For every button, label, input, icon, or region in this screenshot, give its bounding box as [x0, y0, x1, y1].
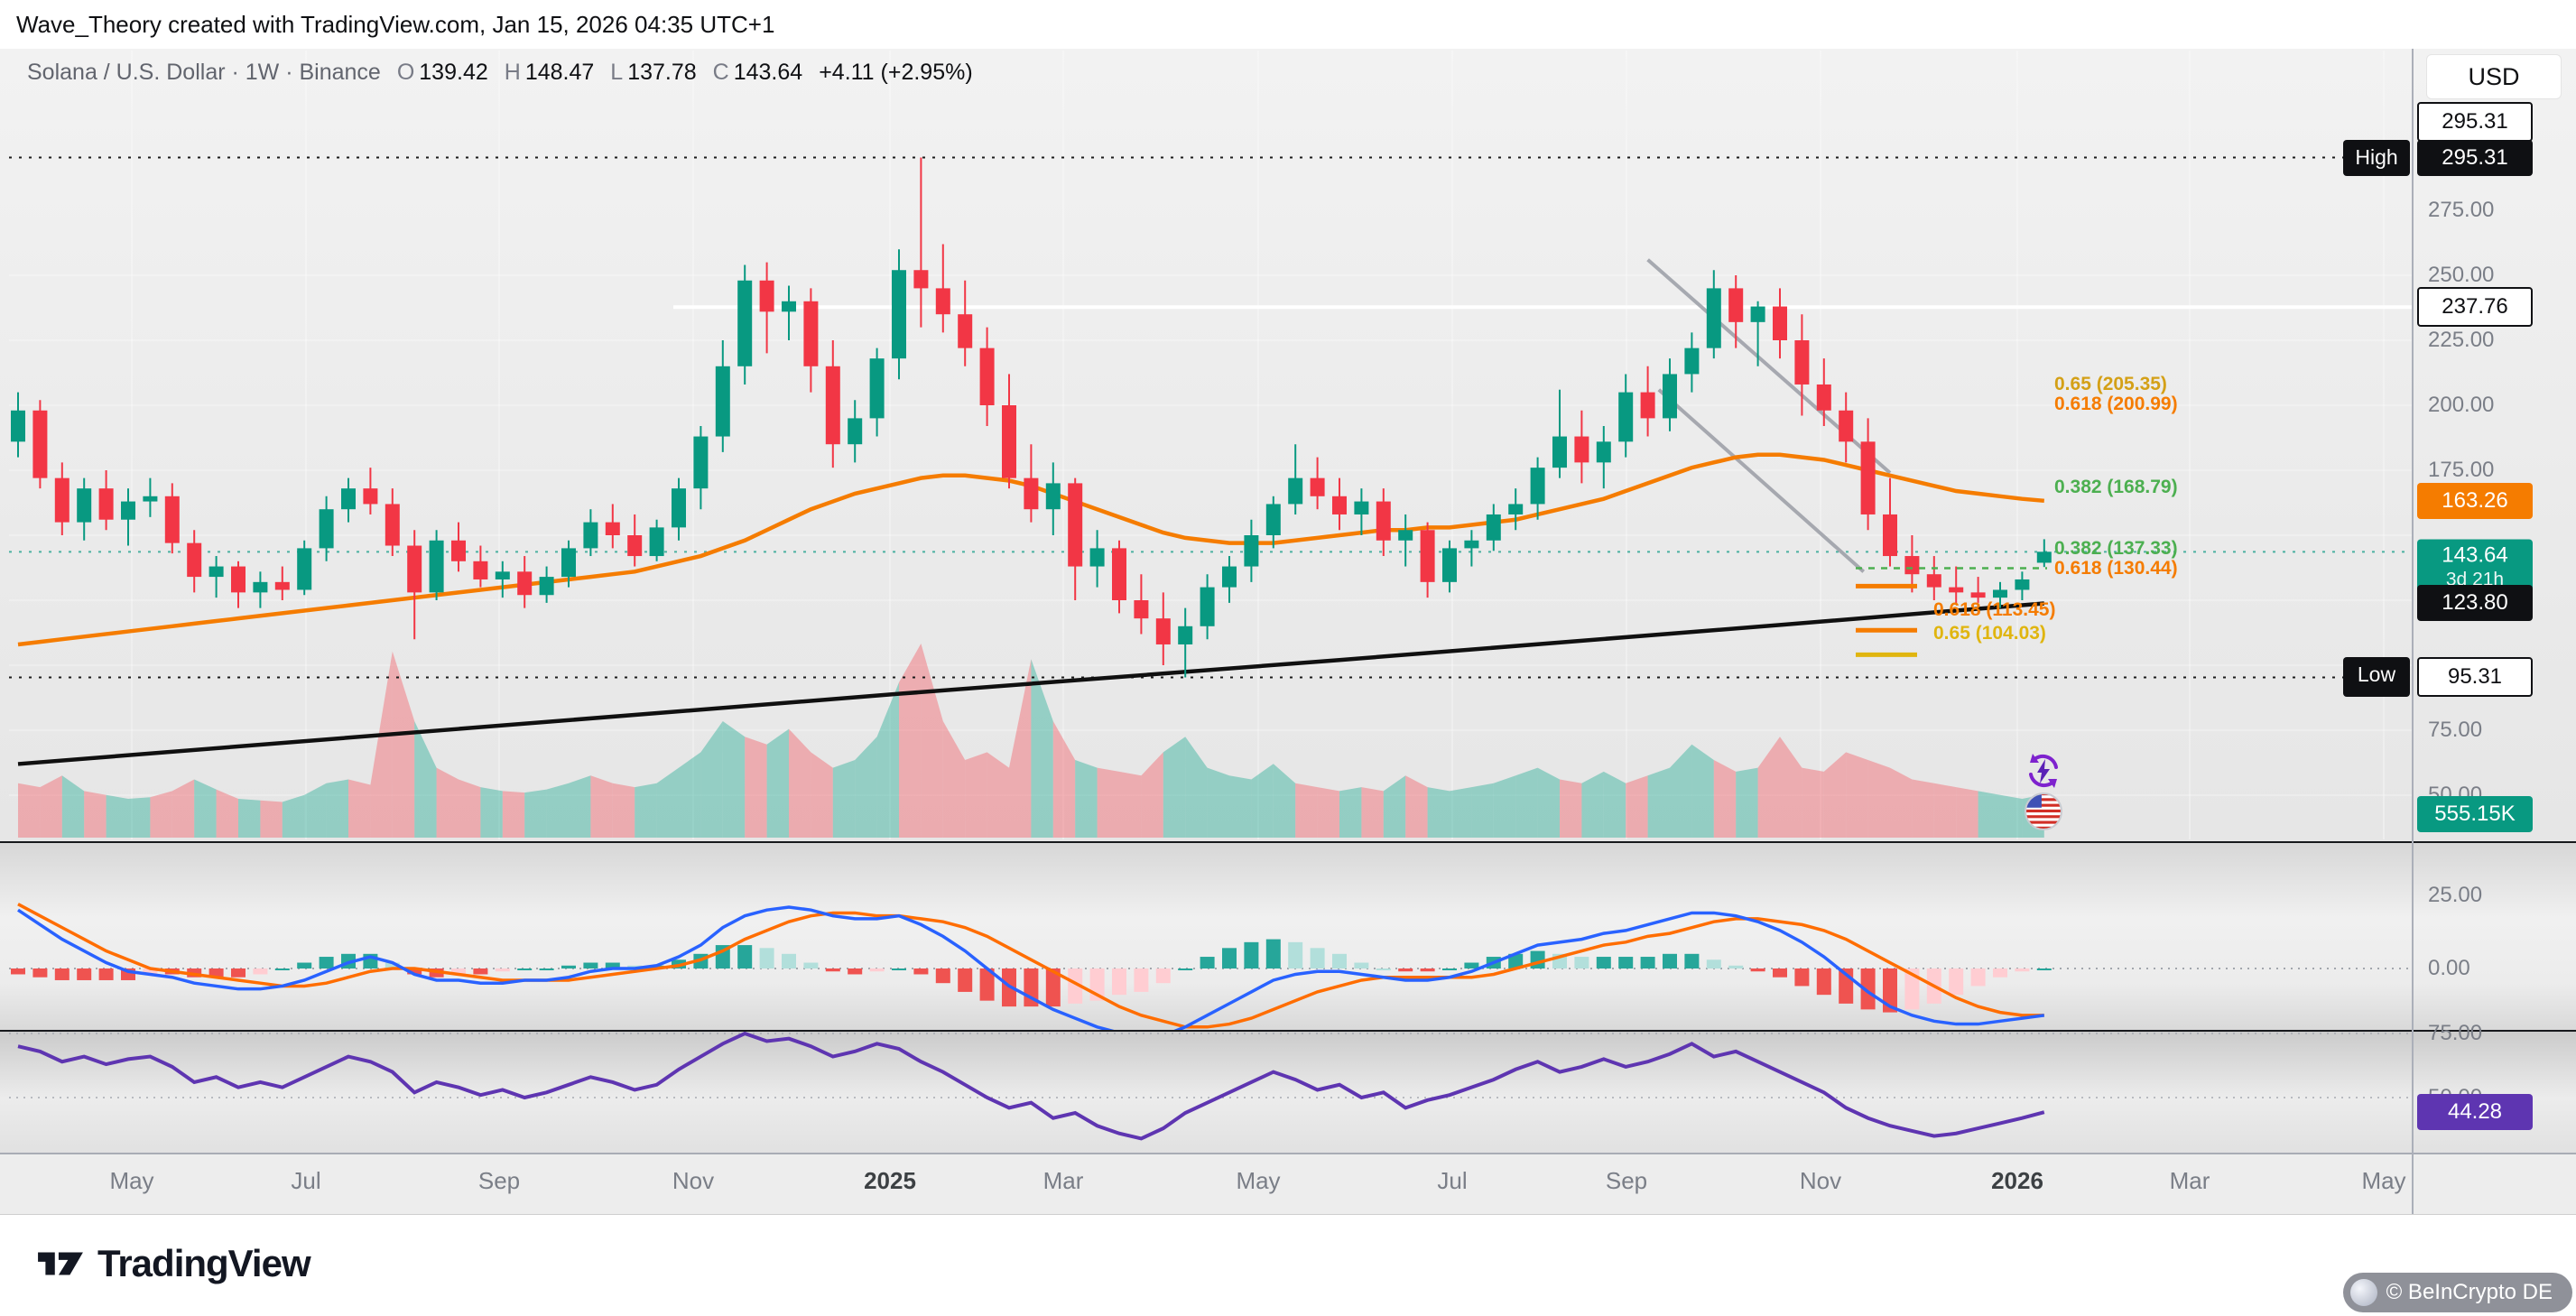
watermark-badge: © BeInCrypto DE: [2342, 1273, 2572, 1312]
bar-countdown: 3d 21h: [2445, 569, 2505, 590]
time-axis-label[interactable]: Nov: [1799, 1167, 1842, 1194]
fib-level-label: 0.65 (205.35): [2054, 373, 2167, 394]
time-axis-label[interactable]: 2025: [864, 1167, 916, 1194]
time-axis-label[interactable]: Mar: [1042, 1167, 1084, 1194]
fib-level-label: 0.618 (200.99): [2054, 394, 2178, 415]
footer-separator: [0, 1214, 2576, 1215]
currency-toggle-button[interactable]: USD: [2426, 54, 2562, 99]
tradingview-logo-icon: [38, 1252, 83, 1275]
fib-level-label: 0.65 (104.03): [1933, 623, 2046, 644]
pane-separator[interactable]: [0, 1030, 2576, 1032]
macd-axis-label: 0.00: [2428, 956, 2470, 980]
high-label: High: [2343, 140, 2410, 176]
price-change: +4.11 (+2.95%): [819, 60, 973, 85]
time-axis-label[interactable]: Mar: [2169, 1167, 2210, 1194]
symbol-bar: Solana / U.S. Dollar · 1W · Binance O 139…: [27, 60, 973, 86]
high-value: 295.31: [2417, 140, 2533, 176]
price-axis-label: 200.00: [2428, 393, 2495, 417]
price-axis-label: 175.00: [2428, 458, 2495, 482]
price-axis-separator[interactable]: [2412, 49, 2414, 1214]
rsi-pane-background: [0, 1032, 2576, 1153]
time-axis-label[interactable]: Jul: [1437, 1167, 1468, 1194]
price-axis-label: 225.00: [2428, 328, 2495, 352]
ma-value-marker: 163.26: [2417, 483, 2533, 519]
time-axis-label[interactable]: Jul: [291, 1167, 321, 1194]
time-axis-separator: [0, 1153, 2576, 1154]
macd-axis-label: 25.00: [2428, 883, 2483, 907]
beincrypto-logo-icon: [2349, 1279, 2377, 1306]
fib-level-label: 0.618 (130.44): [2054, 558, 2178, 579]
ohlc-high: H 148.47: [504, 60, 595, 85]
tradingview-logo-text: TradingView: [97, 1242, 311, 1284]
ohlc-close: C 143.64: [712, 60, 803, 85]
ohlc-open: O 139.42: [396, 60, 488, 85]
time-axis-label[interactable]: Sep: [1605, 1167, 1648, 1194]
alert-price-marker: 295.31: [2417, 102, 2533, 142]
credit-text: Wave_Theory created with TradingView.com…: [16, 10, 775, 38]
time-axis-label[interactable]: May: [2361, 1167, 2406, 1194]
rsi-axis-label: 75.00: [2428, 1021, 2483, 1045]
fib-level-label: 0.382 (168.79): [2054, 476, 2178, 497]
price-axis-label: 75.00: [2428, 718, 2483, 742]
ohlc-low: L 137.78: [610, 60, 697, 85]
volume-value-marker: 555.15K: [2417, 796, 2533, 832]
usd-flag-icon: [2025, 792, 2062, 830]
time-axis-label[interactable]: May: [1236, 1167, 1281, 1194]
low-price-marker: Low 95.31: [2343, 657, 2533, 697]
tradingview-logo[interactable]: TradingView: [36, 1242, 311, 1285]
credit-bar: Wave_Theory created with TradingView.com…: [0, 0, 2576, 49]
low-label: Low: [2343, 657, 2410, 697]
price-pane-background: [0, 49, 2576, 841]
time-axis-background[interactable]: [0, 1153, 2576, 1214]
time-axis-label[interactable]: 2026: [1991, 1167, 2043, 1194]
low-value: 95.31: [2417, 657, 2533, 697]
time-axis-label[interactable]: Sep: [477, 1167, 521, 1194]
pane-separator[interactable]: [0, 841, 2576, 843]
symbol-title[interactable]: Solana / U.S. Dollar · 1W · Binance: [27, 60, 381, 85]
macd-pane-background: [0, 843, 2576, 1030]
time-axis-label[interactable]: Nov: [672, 1167, 715, 1194]
last-price-value: 143.64: [2442, 542, 2508, 568]
time-axis-label[interactable]: May: [109, 1167, 154, 1194]
pair-swap-icon[interactable]: [2022, 749, 2065, 792]
fib-level-label: 0.382 (137.33): [2054, 538, 2178, 560]
rsi-value-marker: 44.28: [2417, 1094, 2533, 1130]
level-price-marker: 123.80: [2417, 585, 2533, 621]
price-axis-label: 250.00: [2428, 263, 2495, 287]
fib-level-label: 0.618 (113.45): [1933, 599, 2056, 621]
high-price-marker: High 295.31: [2343, 140, 2533, 176]
level-line-marker: 237.76: [2417, 287, 2533, 327]
price-axis-label: 275.00: [2428, 198, 2495, 222]
watermark-text: © BeInCrypto DE: [2386, 1280, 2553, 1304]
